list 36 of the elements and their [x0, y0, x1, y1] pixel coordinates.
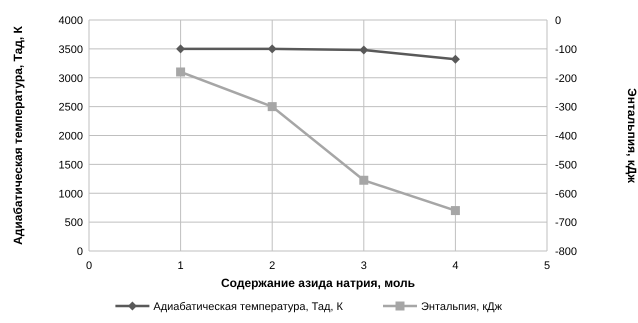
legend-label: Адиабатическая температура, Тад, К [153, 301, 344, 313]
x-tick-label: 4 [452, 260, 458, 272]
legend-label: Энтальпия, кДж [421, 301, 503, 313]
point [450, 206, 460, 216]
y-tick-label: 3000 [58, 72, 83, 85]
point [176, 67, 186, 76]
point [359, 46, 368, 55]
y2-tick-label: -400 [555, 130, 578, 142]
y-tick-label: 4000 [58, 15, 83, 27]
y2-tick-label: -100 [555, 44, 578, 56]
x-tick-label: 5 [544, 260, 550, 272]
y2-tick-label: -800 [555, 246, 578, 258]
x-tick-label: 2 [269, 260, 276, 272]
y-tick-label: 500 [64, 217, 83, 230]
y2-tick-label: -500 [555, 159, 578, 172]
y2-tick-label: 0 [555, 15, 562, 27]
point [268, 102, 277, 112]
x-tick-label: 3 [360, 260, 367, 272]
point [268, 44, 277, 54]
y2-tick-label: -700 [555, 217, 578, 230]
y2-tick-label: -600 [555, 188, 578, 200]
x-tick-label: 1 [178, 260, 184, 272]
y-axis-title: Адиабатическая температура, Тад, К [11, 25, 25, 245]
x-tick-label: 0 [86, 260, 92, 272]
y-tick-label: 1500 [58, 159, 83, 172]
y-tick-label: 2500 [58, 102, 83, 114]
y-tick-label: 1000 [58, 188, 83, 200]
point [359, 176, 368, 185]
y2-axis-title: Энтальпия, кДж [625, 88, 638, 184]
point [450, 54, 460, 64]
y2-tick-label: -300 [555, 102, 578, 114]
x-axis-title: Содержание азида натрия, моль [221, 276, 415, 290]
y2-tick-label: -200 [555, 72, 578, 85]
y-tick-label: 0 [76, 246, 83, 258]
y-tick-label: 2000 [58, 130, 83, 142]
y-tick-label: 3500 [58, 44, 83, 56]
